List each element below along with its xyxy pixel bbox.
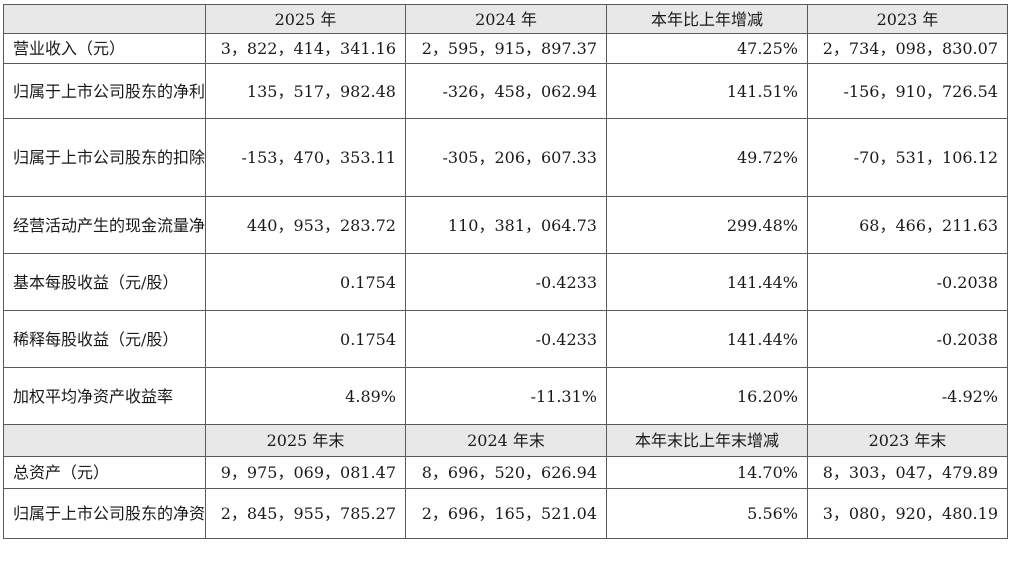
value-cell: 0.1754 xyxy=(205,310,406,368)
value-cell: 4.89% xyxy=(205,367,406,425)
table-row: 加权平均净资产收益率 4.89% -11.31% 16.20% -4.92% xyxy=(3,367,1008,425)
value-cell: 2，734，098，830.07 xyxy=(807,33,1008,64)
value-cell: 8，303，047，479.89 xyxy=(807,456,1008,489)
value-cell: -153，470，353.11 xyxy=(205,118,406,197)
value-cell: -0.2038 xyxy=(807,253,1008,311)
value-cell: 14.70% xyxy=(606,456,808,489)
row-label: 归属于上市公司股东的净资产（元） xyxy=(3,488,206,539)
value-cell: 9，975，069，081.47 xyxy=(205,456,406,489)
value-cell: 68，466，211.63 xyxy=(807,196,1008,254)
value-cell: -0.4233 xyxy=(405,310,607,368)
value-cell: -0.2038 xyxy=(807,310,1008,368)
header-year-2024: 2024 年 xyxy=(405,4,607,34)
header-year-2025: 2025 年 xyxy=(205,4,406,34)
table-row: 营业收入（元） 3，822，414，341.16 2，595，915，897.3… xyxy=(3,33,1008,64)
value-cell: 141.44% xyxy=(606,253,808,311)
value-cell: 47.25% xyxy=(606,33,808,64)
value-cell: 299.48% xyxy=(606,196,808,254)
table-row: 归属于上市公司股东的净利润（元） 135，517，982.48 -326，458… xyxy=(3,63,1008,119)
table-row: 归属于上市公司股东的净资产（元） 2，845，955，785.27 2，696，… xyxy=(3,488,1008,539)
table-row: 稀释每股收益（元/股） 0.1754 -0.4233 141.44% -0.20… xyxy=(3,310,1008,368)
row-label: 加权平均净资产收益率 xyxy=(3,367,206,425)
table-row: 经营活动产生的现金流量净额（元） 440，953，283.72 110，381，… xyxy=(3,196,1008,254)
value-cell: 5.56% xyxy=(606,488,808,539)
header-year-end-2025: 2025 年末 xyxy=(205,424,406,457)
value-cell: 141.51% xyxy=(606,63,808,119)
value-cell: -70，531，106.12 xyxy=(807,118,1008,197)
value-cell: 16.20% xyxy=(606,367,808,425)
table-row: 总资产（元） 9，975，069，081.47 8，696，520，626.94… xyxy=(3,456,1008,489)
row-label: 营业收入（元） xyxy=(3,33,206,64)
row-label: 归属于上市公司股东的净利润（元） xyxy=(3,63,206,119)
value-cell: 2，845，955，785.27 xyxy=(205,488,406,539)
financial-indicators-table: 2025 年 2024 年 本年比上年增减 2023 年 营业收入（元） 3，8… xyxy=(3,4,1008,539)
row-label: 归属于上市公司股东的扣除非经常性损益的净利润（元） xyxy=(3,118,206,197)
header-year-end-2023: 2023 年末 xyxy=(807,424,1008,457)
value-cell: 3，822，414，341.16 xyxy=(205,33,406,64)
header-row-annual: 2025 年 2024 年 本年比上年增减 2023 年 xyxy=(3,4,1008,34)
row-label: 稀释每股收益（元/股） xyxy=(3,310,206,368)
header-yoy-change: 本年比上年增减 xyxy=(606,4,808,34)
value-cell: 141.44% xyxy=(606,310,808,368)
value-cell: -11.31% xyxy=(405,367,607,425)
row-label: 经营活动产生的现金流量净额（元） xyxy=(3,196,206,254)
row-label: 总资产（元） xyxy=(3,456,206,489)
value-cell: -156，910，726.54 xyxy=(807,63,1008,119)
value-cell: 2，696，165，521.04 xyxy=(405,488,607,539)
value-cell: 440，953，283.72 xyxy=(205,196,406,254)
table-row: 基本每股收益（元/股） 0.1754 -0.4233 141.44% -0.20… xyxy=(3,253,1008,311)
value-cell: 0.1754 xyxy=(205,253,406,311)
header-year-end-2024: 2024 年末 xyxy=(405,424,607,457)
header-year-2023: 2023 年 xyxy=(807,4,1008,34)
header-corner-cell xyxy=(3,424,206,457)
value-cell: -4.92% xyxy=(807,367,1008,425)
value-cell: 49.72% xyxy=(606,118,808,197)
header-corner-cell xyxy=(3,4,206,34)
value-cell: -0.4233 xyxy=(405,253,607,311)
row-label: 基本每股收益（元/股） xyxy=(3,253,206,311)
value-cell: 3，080，920，480.19 xyxy=(807,488,1008,539)
table-row: 归属于上市公司股东的扣除非经常性损益的净利润（元） -153，470，353.1… xyxy=(3,118,1008,197)
header-row-year-end: 2025 年末 2024 年末 本年末比上年末增减 2023 年末 xyxy=(3,424,1008,457)
value-cell: 8，696，520，626.94 xyxy=(405,456,607,489)
value-cell: -326，458，062.94 xyxy=(405,63,607,119)
value-cell: 135，517，982.48 xyxy=(205,63,406,119)
header-year-end-change: 本年末比上年末增减 xyxy=(606,424,808,457)
value-cell: 110，381，064.73 xyxy=(405,196,607,254)
value-cell: 2，595，915，897.37 xyxy=(405,33,607,64)
value-cell: -305，206，607.33 xyxy=(405,118,607,197)
